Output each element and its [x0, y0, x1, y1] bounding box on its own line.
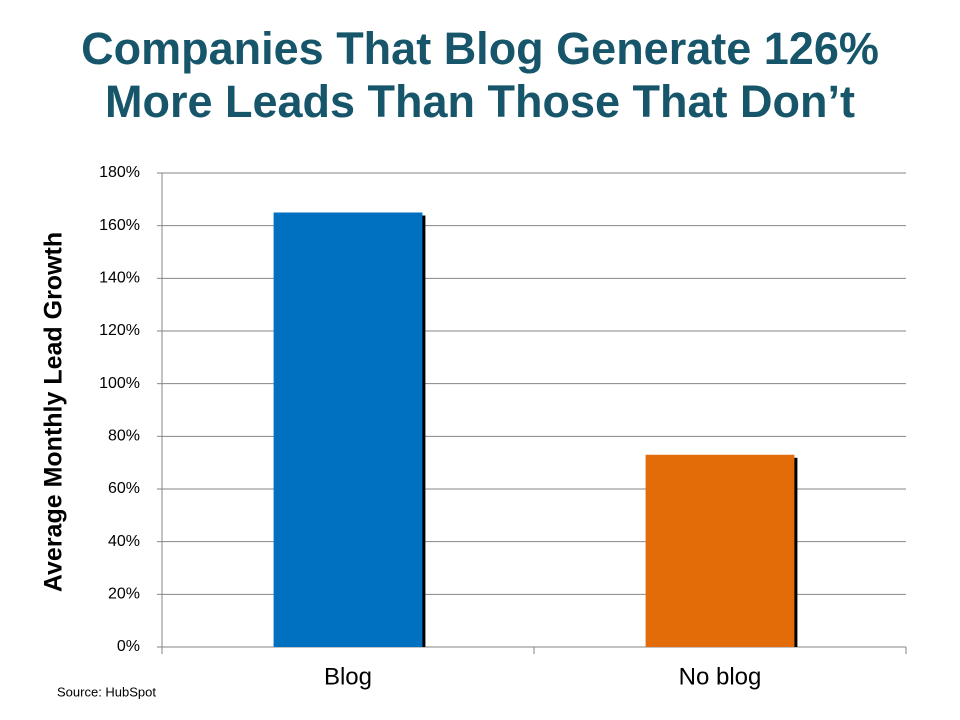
y-tick-label: 160% — [99, 217, 140, 234]
y-tick-label: 120% — [99, 322, 140, 339]
source: Source: HubSpot — [57, 684, 156, 699]
chart-title: Companies That Blog Generate 126% More L… — [81, 23, 879, 127]
y-tick-label: 40% — [108, 533, 140, 550]
y-tick-label: 140% — [99, 270, 140, 287]
y-tick-label: 20% — [108, 586, 140, 603]
y-tick-label: 0% — [117, 638, 140, 655]
bar — [645, 454, 795, 647]
y-axis-label: Average Monthly Lead Growth — [40, 232, 68, 592]
y-tick-label: 100% — [99, 375, 140, 392]
x-tick-label: Blog — [324, 663, 372, 690]
y-tick-label: 80% — [108, 428, 140, 445]
y-tick-label: 60% — [108, 480, 140, 497]
x-tick-label: No blog — [679, 663, 762, 690]
bar — [273, 212, 423, 647]
y-tick-label: 180% — [99, 164, 140, 181]
